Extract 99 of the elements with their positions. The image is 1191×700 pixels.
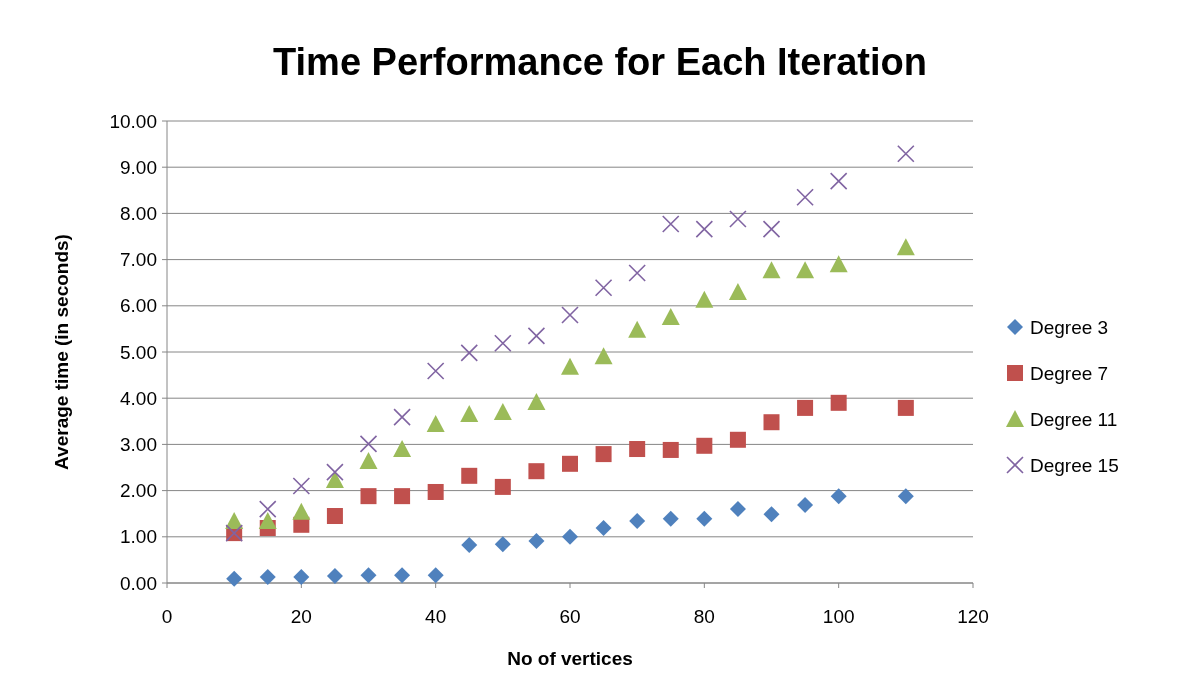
point [527, 327, 546, 345]
point [796, 261, 815, 279]
point [461, 467, 478, 484]
point [293, 568, 310, 585]
point [661, 307, 680, 325]
point [326, 508, 343, 525]
point [830, 488, 847, 505]
point [527, 392, 546, 410]
point [562, 528, 578, 545]
point [292, 477, 311, 495]
point [426, 362, 445, 380]
point [797, 399, 814, 416]
point [830, 394, 847, 411]
point [762, 261, 781, 279]
point [896, 238, 915, 256]
x-tick-label: 60 [559, 606, 581, 627]
point [494, 536, 511, 553]
y-tick-label: 10.00 [109, 110, 157, 132]
y-tick-label: 6.00 [120, 295, 157, 317]
point [595, 446, 612, 463]
point [829, 255, 848, 273]
point [359, 452, 378, 470]
x-axis-title: No of vertices [507, 648, 633, 669]
point [326, 568, 343, 585]
point [729, 431, 746, 448]
point [661, 215, 680, 233]
legend-label: Degree 7 [1030, 362, 1109, 384]
point [628, 320, 647, 338]
point [394, 488, 411, 505]
point [494, 334, 512, 353]
point [897, 145, 915, 163]
point [460, 344, 479, 362]
point [729, 501, 746, 518]
point [494, 478, 511, 495]
point [427, 567, 444, 584]
point [662, 510, 679, 527]
y-tick-label: 4.00 [120, 387, 157, 409]
point [360, 488, 377, 505]
point [461, 537, 478, 554]
point [728, 282, 747, 300]
point [562, 455, 578, 472]
point [628, 264, 646, 282]
point [629, 441, 646, 458]
legend-label: Degree 3 [1030, 316, 1109, 338]
chart-title: Time Performance for Each Iteration [273, 41, 927, 83]
point [629, 513, 646, 530]
point [326, 463, 344, 481]
y-tick-label: 2.00 [120, 480, 157, 502]
point [393, 408, 411, 426]
y-tick-label: 0.00 [120, 572, 157, 594]
point [561, 306, 579, 324]
y-tick-label: 9.00 [120, 156, 157, 178]
point [797, 496, 814, 513]
point [360, 567, 377, 584]
y-axis-title: Average time (in seconds) [51, 234, 72, 470]
point [763, 506, 780, 523]
y-tick-label: 8.00 [120, 203, 157, 225]
point [292, 502, 311, 520]
point [528, 463, 545, 480]
point [897, 488, 914, 505]
point [594, 278, 613, 297]
y-tick-label: 5.00 [120, 341, 157, 363]
y-tick-label: 7.00 [120, 249, 157, 271]
point [427, 483, 444, 500]
x-tick-label: 40 [425, 606, 447, 627]
point [695, 220, 714, 238]
point [695, 290, 714, 308]
point [762, 220, 781, 238]
x-tick-label: 100 [822, 606, 855, 627]
x-tick-label: 20 [290, 606, 312, 627]
point [226, 570, 243, 587]
x-tick-label: 80 [693, 606, 715, 627]
point [662, 441, 679, 458]
point [393, 440, 412, 458]
point [696, 510, 713, 527]
point [258, 512, 277, 530]
point [258, 500, 277, 518]
point [359, 435, 378, 453]
y-tick-label: 3.00 [120, 434, 157, 456]
point [595, 520, 612, 537]
point [897, 399, 914, 416]
point [528, 532, 545, 549]
point [729, 210, 747, 228]
legend-label: Degree 11 [1030, 408, 1118, 430]
point [493, 403, 512, 421]
point [594, 347, 613, 365]
x-tick-label: 0 [161, 606, 173, 627]
point [561, 357, 579, 375]
legend-label: Degree 15 [1030, 454, 1119, 476]
point [394, 567, 411, 584]
point [763, 414, 780, 431]
point [796, 188, 814, 207]
point [829, 172, 848, 190]
point [259, 568, 276, 585]
point [696, 437, 713, 454]
point [426, 415, 445, 433]
point [460, 404, 479, 422]
x-tick-label: 120 [957, 606, 989, 627]
y-tick-label: 1.00 [120, 526, 157, 548]
